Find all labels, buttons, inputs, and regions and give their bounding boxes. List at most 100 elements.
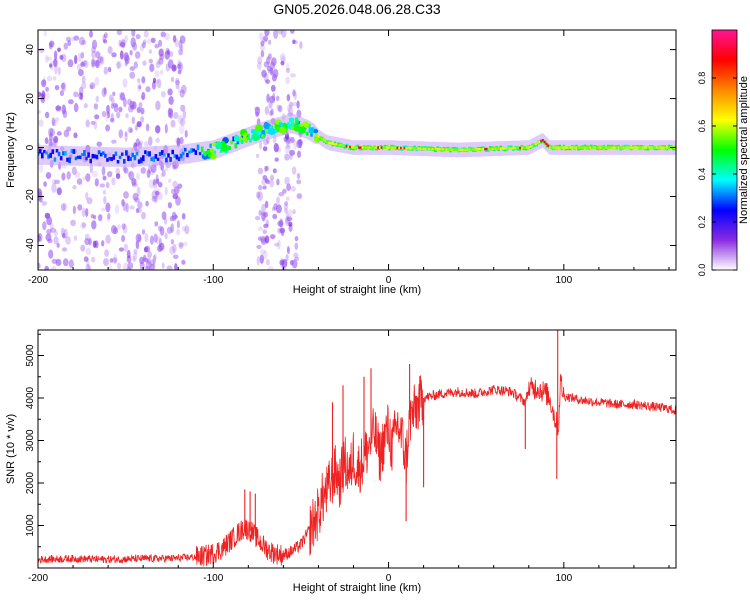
noise-blob	[151, 190, 158, 200]
ridge-core	[526, 146, 528, 149]
ridge-core	[359, 146, 362, 149]
ridge-core	[629, 146, 632, 149]
ridge-core	[491, 147, 493, 150]
ridge-cell	[76, 155, 80, 159]
ridge-cell	[106, 158, 109, 162]
ridge-core	[633, 146, 635, 149]
ridge-cell	[234, 143, 238, 149]
ridge-core	[657, 146, 660, 149]
ridge-cell	[102, 151, 105, 155]
noise-blob	[77, 204, 83, 211]
ridge-core	[386, 146, 388, 149]
noise-blob	[101, 240, 105, 247]
noise-blob	[155, 61, 161, 69]
ridge-core	[470, 148, 472, 151]
noise-blob	[59, 54, 64, 60]
y-tick-label: 20	[25, 93, 36, 105]
noise-blob	[122, 223, 128, 234]
ridge-core	[580, 146, 583, 149]
noise-blob	[39, 196, 43, 203]
ridge-cell	[47, 154, 50, 159]
ridge-cell	[156, 157, 160, 161]
noise-blob	[87, 265, 92, 270]
ridge-core	[552, 146, 555, 149]
ridge-core	[443, 148, 446, 151]
ridge-core	[591, 146, 593, 149]
ridge-blob	[289, 117, 295, 123]
ridge-core	[594, 146, 597, 149]
noise-blob	[53, 136, 59, 144]
noise-blob	[296, 172, 301, 180]
noise-blob	[118, 106, 123, 113]
noise-blob	[296, 100, 300, 109]
ridge-core	[421, 147, 423, 150]
noise-blob	[274, 242, 280, 247]
noise-blob	[147, 250, 153, 259]
noise-blob	[107, 46, 113, 55]
ridge-cell	[165, 157, 168, 163]
ridge-core	[512, 146, 514, 150]
noise-blob	[176, 220, 180, 229]
noise-blob	[76, 178, 83, 185]
ridge-core	[566, 146, 569, 149]
ridge-cell	[230, 140, 233, 145]
noise-blob	[288, 221, 293, 227]
ridge-core	[482, 147, 485, 151]
noise-blob	[111, 177, 116, 186]
noise-blob	[46, 216, 52, 226]
ridge-core	[496, 147, 499, 150]
colorbar-ticks: 0.0 0.2 0.4 0.6 0.8	[697, 72, 737, 276]
ridge-core	[610, 146, 613, 149]
noise-blob	[123, 191, 129, 199]
noise-blob	[286, 67, 290, 74]
noise-blob	[62, 247, 68, 252]
ridge-cell	[38, 148, 42, 154]
noise-blob	[130, 37, 136, 48]
noise-blob	[283, 203, 289, 210]
spectrogram-y-axis-label: Frequency (Hz)	[5, 112, 17, 188]
ridge-core	[573, 146, 576, 149]
noise-blob	[264, 200, 269, 209]
noise-blob	[49, 60, 54, 71]
noise-blob	[133, 61, 138, 69]
noise-blob	[65, 236, 71, 245]
noise-blob	[105, 202, 111, 213]
ridge-core	[324, 140, 327, 143]
noise-blob	[262, 185, 267, 190]
noise-blob	[54, 64, 58, 75]
noise-blob	[109, 118, 115, 123]
noise-blob	[113, 260, 118, 265]
noise-blob	[268, 110, 273, 117]
ridge-cell	[112, 154, 116, 160]
ridge-cell	[163, 153, 166, 157]
noise-blob	[116, 111, 121, 119]
ridge-core	[370, 146, 372, 149]
noise-blob	[277, 239, 281, 250]
noise-blob	[89, 84, 94, 90]
snr-y-axis-label: SNR (10 * v/v)	[5, 414, 17, 484]
ridge-core	[442, 148, 444, 151]
noise-blob	[137, 201, 143, 209]
ridge-core	[412, 147, 415, 150]
noise-blob	[263, 35, 269, 42]
noise-blob	[172, 180, 178, 189]
ridge-cell	[91, 153, 95, 159]
noise-blob	[152, 254, 156, 265]
noise-blob	[71, 166, 77, 175]
noise-blob	[39, 92, 46, 97]
ridge-core	[485, 147, 488, 151]
noise-blob	[113, 253, 117, 262]
noise-blob	[155, 190, 159, 198]
ridge-core	[328, 141, 330, 145]
ridge-core	[340, 144, 343, 147]
noise-blob	[175, 137, 181, 144]
noise-blob	[61, 104, 66, 115]
ridge-core	[510, 147, 513, 150]
noise-blob	[111, 139, 117, 144]
noise-blob	[258, 236, 262, 241]
ridge-core	[524, 146, 527, 149]
ridge-core	[643, 146, 646, 149]
noise-blob	[49, 132, 53, 142]
noise-blob	[161, 169, 166, 177]
noise-blob	[288, 101, 294, 108]
